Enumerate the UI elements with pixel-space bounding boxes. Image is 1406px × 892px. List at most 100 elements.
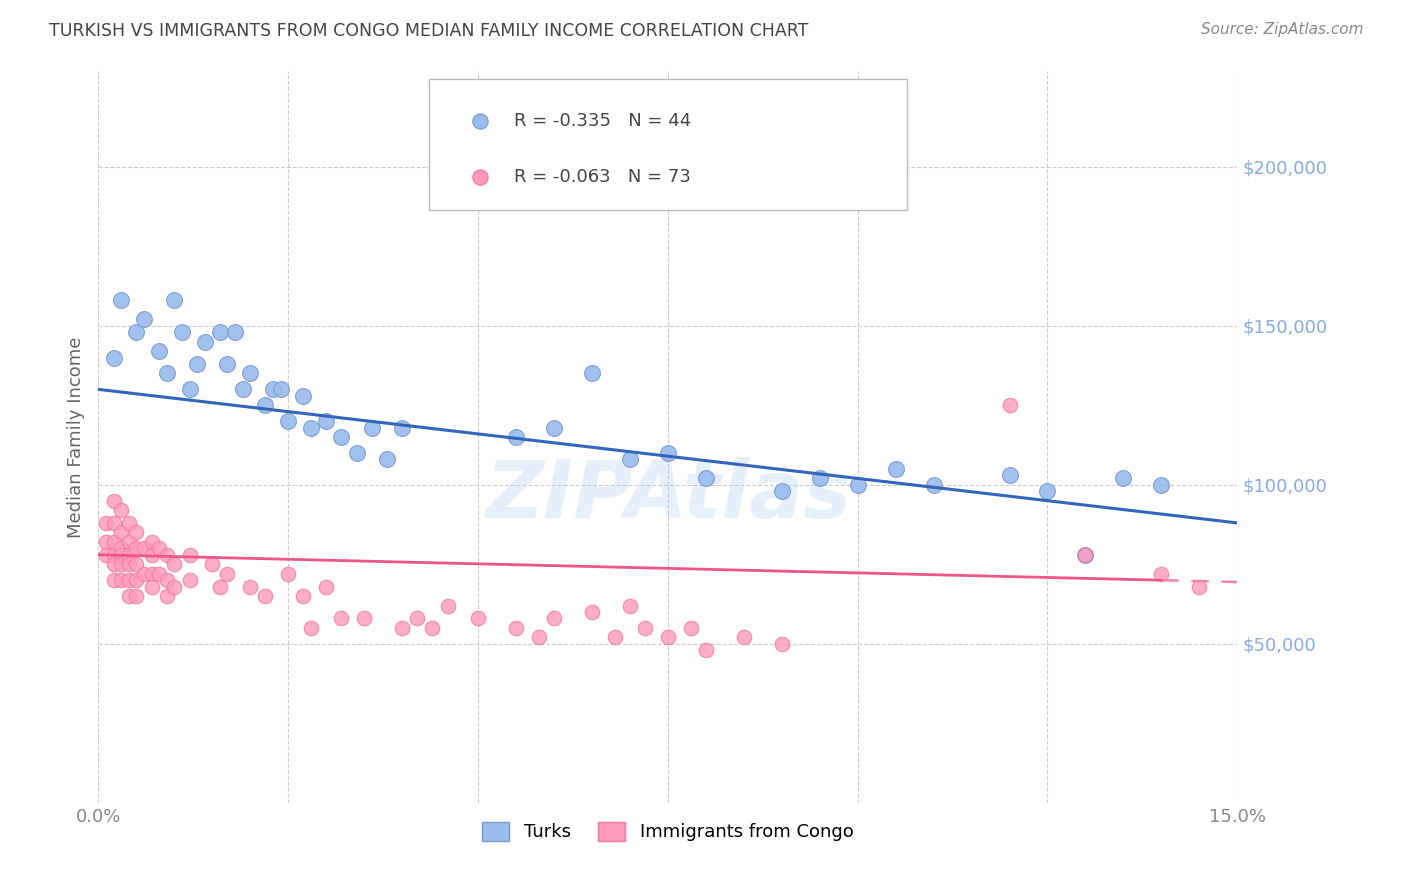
Point [353,611,375,625]
Point [1074,548,1097,562]
Point [132,566,155,581]
Point [315,580,337,594]
Point [125,589,148,603]
Point [118,589,141,603]
Point [1112,471,1135,485]
Point [156,589,179,603]
Point [148,566,170,581]
Point [543,420,565,434]
Point [808,471,831,485]
Point [125,558,148,572]
Point [262,383,284,397]
Point [543,611,565,625]
Point [391,420,413,434]
Point [391,621,413,635]
Point [422,621,444,635]
Legend: Turks, Immigrants from Congo: Turks, Immigrants from Congo [475,814,860,848]
Point [186,357,208,371]
Point [884,462,907,476]
Point [239,367,262,381]
Point [156,367,179,381]
Point [103,573,125,587]
Point [141,580,163,594]
Point [141,548,163,562]
Point [170,325,193,339]
Point [163,580,186,594]
Point [1074,548,1097,562]
Point [103,493,125,508]
Point [581,605,603,619]
Point [299,621,322,635]
Point [527,631,550,645]
Point [94,535,117,549]
Point [179,383,201,397]
Point [299,420,322,434]
Point [103,558,125,572]
Point [103,351,125,365]
Point [406,611,429,625]
Point [125,541,148,556]
Text: R = -0.063   N = 73: R = -0.063 N = 73 [515,169,690,186]
Point [110,541,132,556]
Point [110,525,132,540]
Point [292,589,315,603]
Point [346,446,368,460]
Point [1150,566,1173,581]
Point [163,293,186,308]
Point [770,637,793,651]
Point [1150,477,1173,491]
Point [141,535,163,549]
Point [141,566,163,581]
Point [118,535,141,549]
Point [998,468,1021,483]
Point [125,525,148,540]
Point [208,325,231,339]
Point [125,573,148,587]
Point [110,548,132,562]
Point [1188,580,1211,594]
Point [94,516,117,530]
Point [770,484,793,499]
Point [292,389,315,403]
Point [217,566,239,581]
Text: ZIPAtlas: ZIPAtlas [485,457,851,534]
Point [179,548,201,562]
Point [110,503,132,517]
Point [132,541,155,556]
Point [619,599,641,613]
Point [118,573,141,587]
Point [125,325,148,339]
Point [360,420,382,434]
Point [695,643,717,657]
Point [254,398,277,412]
Point [581,367,603,381]
Point [179,573,201,587]
Point [239,580,262,594]
Point [118,548,141,562]
Point [208,580,231,594]
Point [224,325,246,339]
Point [330,430,353,444]
Point [156,548,179,562]
Point [330,611,353,625]
Point [657,631,679,645]
Point [132,312,155,326]
Point [194,334,217,349]
Point [118,558,141,572]
Point [634,621,657,635]
Text: Source: ZipAtlas.com: Source: ZipAtlas.com [1201,22,1364,37]
FancyBboxPatch shape [429,78,907,211]
Text: TURKISH VS IMMIGRANTS FROM CONGO MEDIAN FAMILY INCOME CORRELATION CHART: TURKISH VS IMMIGRANTS FROM CONGO MEDIAN … [49,22,808,40]
Point [110,293,132,308]
Point [217,357,239,371]
Point [619,452,641,467]
Point [118,516,141,530]
Point [315,414,337,428]
Point [148,541,170,556]
Point [679,621,702,635]
Point [695,471,717,485]
Point [148,344,170,359]
Point [94,548,117,562]
Point [467,611,489,625]
Point [277,566,299,581]
